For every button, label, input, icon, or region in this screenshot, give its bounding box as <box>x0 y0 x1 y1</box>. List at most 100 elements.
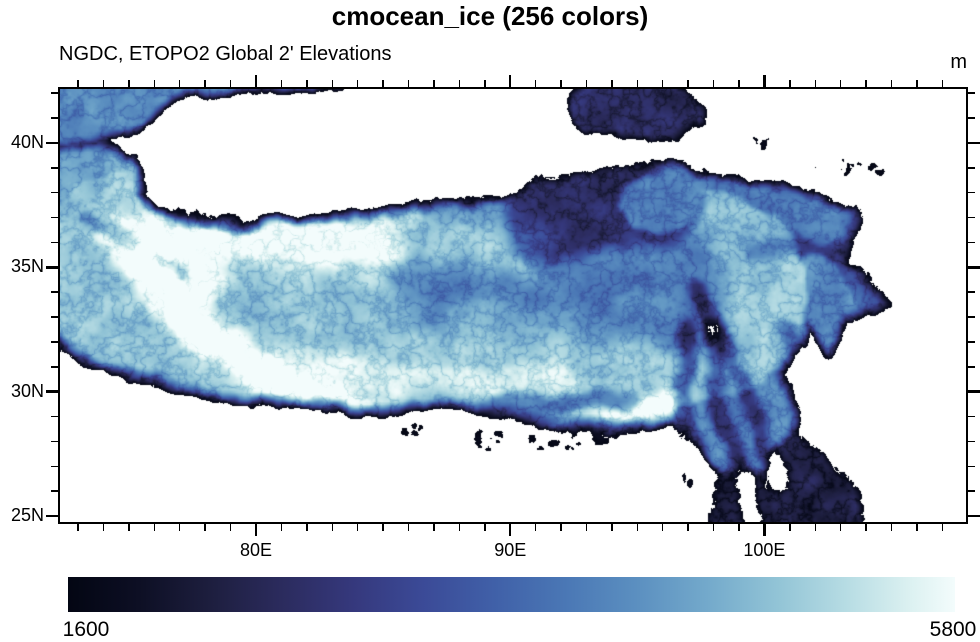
x-minor-tick <box>102 80 105 87</box>
x-minor-tick <box>611 80 613 87</box>
y-major-tick <box>968 390 980 393</box>
y-minor-tick <box>51 191 58 194</box>
y-major-tick <box>968 266 980 269</box>
x-minor-tick <box>560 524 562 531</box>
y-tick-label: 40N <box>10 131 44 152</box>
x-minor-tick <box>484 80 486 87</box>
x-minor-tick <box>204 80 206 87</box>
x-minor-tick <box>789 80 791 87</box>
x-minor-tick <box>712 80 715 87</box>
x-major-tick <box>508 524 512 536</box>
y-minor-tick <box>968 291 975 293</box>
y-major-tick <box>968 141 980 145</box>
x-minor-tick <box>636 524 639 531</box>
y-minor-tick <box>51 490 58 492</box>
x-minor-tick <box>306 524 308 531</box>
x-minor-tick <box>102 524 105 531</box>
y-minor-tick <box>968 117 975 119</box>
y-minor-tick <box>51 291 58 293</box>
x-minor-tick <box>331 524 333 531</box>
x-minor-tick <box>356 524 359 531</box>
y-minor-tick <box>51 440 58 443</box>
y-minor-tick <box>51 341 58 343</box>
x-minor-tick <box>356 80 359 87</box>
x-minor-tick <box>382 80 384 87</box>
x-minor-tick <box>839 524 842 531</box>
y-minor-tick <box>968 167 975 169</box>
x-minor-tick <box>839 80 842 87</box>
x-minor-tick <box>153 524 156 531</box>
y-major-tick <box>46 141 58 145</box>
y-minor-tick <box>51 167 58 169</box>
x-minor-tick <box>738 80 740 87</box>
y-major-tick <box>968 514 980 518</box>
y-minor-tick <box>51 465 58 468</box>
chart-subtitle: NGDC, ETOPO2 Global 2' Elevations <box>59 43 392 65</box>
x-minor-tick <box>280 80 283 87</box>
x-tick-label: 80E <box>239 540 272 560</box>
x-minor-tick <box>814 80 816 87</box>
x-minor-tick <box>941 524 944 531</box>
x-minor-tick <box>458 80 461 87</box>
y-minor-tick <box>968 316 975 318</box>
x-minor-tick <box>916 80 918 87</box>
x-minor-tick <box>484 524 486 531</box>
y-minor-tick <box>968 465 975 468</box>
x-minor-tick <box>331 80 333 87</box>
x-tick-label: 100E <box>743 540 786 560</box>
x-minor-tick <box>382 524 384 531</box>
x-minor-tick <box>611 524 613 531</box>
colorbar-gradient <box>68 577 955 612</box>
x-minor-tick <box>128 80 130 87</box>
y-minor-tick <box>968 241 975 244</box>
x-minor-tick <box>789 524 791 531</box>
x-minor-tick <box>128 524 130 531</box>
x-minor-tick <box>687 524 689 531</box>
y-major-tick <box>46 390 58 393</box>
x-minor-tick <box>865 524 867 531</box>
x-minor-tick <box>77 524 79 531</box>
y-minor-tick <box>51 92 58 94</box>
y-major-tick <box>46 514 58 518</box>
y-minor-tick <box>968 191 975 194</box>
x-minor-tick <box>407 80 410 87</box>
y-tick-label: 30N <box>10 380 44 401</box>
x-major-tick <box>763 75 766 87</box>
x-minor-tick <box>865 80 867 87</box>
x-major-tick <box>763 524 766 536</box>
x-minor-tick <box>890 524 893 531</box>
x-minor-tick <box>560 80 562 87</box>
colorbar-max-label: 5800 <box>929 618 977 641</box>
x-minor-tick <box>890 80 893 87</box>
x-minor-tick <box>458 524 461 531</box>
y-minor-tick <box>968 490 975 492</box>
y-minor-tick <box>968 440 975 443</box>
y-minor-tick <box>51 415 58 418</box>
x-major-tick <box>508 75 512 87</box>
x-minor-tick <box>204 524 206 531</box>
y-tick-label: 35N <box>10 256 44 277</box>
y-major-tick <box>46 266 58 269</box>
x-major-tick <box>254 524 258 536</box>
x-minor-tick <box>534 80 537 87</box>
x-minor-tick <box>433 524 435 531</box>
x-minor-tick <box>229 80 232 87</box>
y-minor-tick <box>51 316 58 318</box>
y-tick-label: 25N <box>10 505 44 526</box>
x-minor-tick <box>306 80 308 87</box>
map-frame <box>58 87 968 524</box>
chart-title: cmocean_ice (256 colors) <box>331 1 649 31</box>
x-minor-tick <box>814 524 816 531</box>
y-minor-tick <box>51 117 58 119</box>
x-minor-tick <box>178 524 181 531</box>
x-minor-tick <box>738 524 740 531</box>
y-minor-tick <box>968 92 975 94</box>
y-minor-tick <box>968 366 975 368</box>
x-minor-tick <box>636 80 639 87</box>
x-minor-tick <box>661 524 664 531</box>
x-minor-tick <box>941 80 944 87</box>
x-tick-label: 90E <box>494 540 527 560</box>
y-minor-tick <box>51 366 58 368</box>
x-minor-tick <box>585 80 588 87</box>
x-minor-tick <box>661 80 664 87</box>
